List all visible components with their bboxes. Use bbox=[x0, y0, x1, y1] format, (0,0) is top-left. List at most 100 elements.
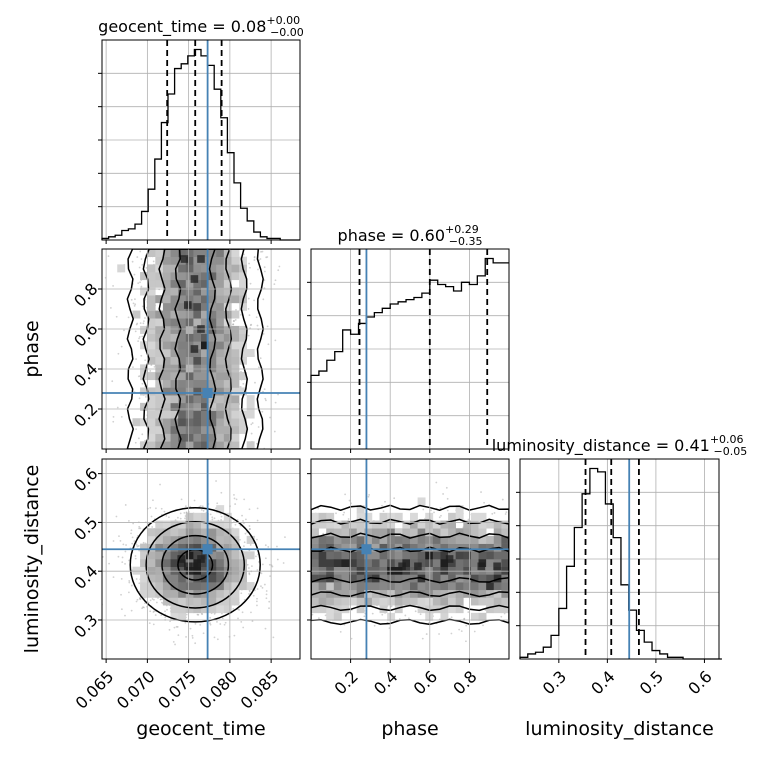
density-cell bbox=[193, 402, 202, 411]
density-cell bbox=[155, 379, 164, 388]
density-cell bbox=[440, 612, 449, 621]
density-cell bbox=[170, 543, 179, 552]
density-cell bbox=[201, 528, 209, 537]
density-cell bbox=[356, 512, 365, 521]
density-cell bbox=[470, 520, 479, 529]
density-cell bbox=[208, 341, 217, 350]
density-cell bbox=[170, 387, 179, 396]
density-cell bbox=[341, 597, 350, 606]
density-cell bbox=[349, 589, 357, 598]
title-lower-error: −0.00 bbox=[270, 26, 304, 39]
density-cell bbox=[425, 597, 434, 606]
density-cell bbox=[208, 356, 217, 365]
density-cell bbox=[231, 349, 240, 357]
density-cell bbox=[239, 349, 247, 357]
density-cell bbox=[470, 543, 479, 552]
density-cell bbox=[155, 256, 164, 265]
density-cell bbox=[379, 559, 388, 567]
density-cell bbox=[493, 605, 502, 614]
density-cell bbox=[432, 520, 441, 529]
density-cell bbox=[140, 559, 148, 567]
density-cell bbox=[147, 272, 156, 281]
density-cell bbox=[379, 566, 388, 575]
density-cell bbox=[140, 418, 148, 427]
density-cell bbox=[193, 528, 202, 537]
density-cell bbox=[193, 318, 202, 327]
density-cell bbox=[501, 543, 509, 552]
density-cell bbox=[147, 566, 156, 575]
density-cell bbox=[178, 574, 187, 583]
density-cell bbox=[178, 310, 187, 319]
x-tick-label: 0.085 bbox=[237, 667, 283, 713]
density-cell bbox=[147, 341, 156, 350]
density-cell bbox=[379, 551, 388, 560]
density-peak bbox=[445, 555, 454, 563]
density-cell bbox=[223, 310, 232, 319]
density-cell bbox=[410, 566, 418, 575]
density-cell bbox=[216, 402, 225, 411]
density-cell bbox=[425, 528, 434, 537]
x-tick-label: 0.6 bbox=[410, 667, 441, 698]
density-cell bbox=[448, 566, 456, 575]
density-cell bbox=[246, 535, 255, 544]
density-cell bbox=[178, 433, 187, 442]
density-cell bbox=[231, 441, 240, 449]
density-cell bbox=[178, 333, 187, 342]
density-cell bbox=[223, 425, 232, 434]
density-cell bbox=[318, 566, 327, 575]
density-cell bbox=[185, 520, 194, 529]
density-cell bbox=[311, 574, 319, 583]
density-cell bbox=[216, 379, 225, 388]
density-cell bbox=[216, 418, 225, 427]
density-cell bbox=[231, 582, 240, 591]
density-cell bbox=[231, 256, 240, 265]
density-cell bbox=[170, 520, 179, 529]
histogram-panel-luminosity-distance bbox=[516, 458, 722, 663]
density-cell bbox=[170, 318, 179, 327]
density-cell bbox=[208, 589, 217, 598]
density-cell bbox=[432, 582, 441, 591]
density-cell bbox=[170, 566, 179, 575]
density-cell bbox=[223, 379, 232, 388]
density-cell bbox=[140, 574, 148, 583]
histogram-step bbox=[519, 467, 722, 660]
density-cell bbox=[155, 387, 164, 396]
density-cell bbox=[147, 287, 156, 296]
density-cell bbox=[455, 605, 464, 614]
density-cell bbox=[410, 535, 418, 544]
density-cell bbox=[216, 318, 225, 327]
density-cell bbox=[216, 505, 225, 514]
y-tick-label: 0.6 bbox=[70, 464, 101, 495]
density-cell bbox=[162, 520, 171, 529]
density-cell bbox=[387, 574, 396, 583]
density-peak bbox=[477, 562, 486, 571]
density-cell bbox=[170, 612, 179, 621]
density-cell bbox=[239, 333, 247, 342]
density-cell bbox=[379, 574, 388, 583]
density-cell bbox=[463, 559, 472, 567]
density-cell bbox=[364, 597, 373, 606]
density-cell bbox=[501, 559, 509, 567]
density-cell bbox=[193, 418, 202, 427]
density-cell bbox=[223, 364, 232, 373]
density-cell bbox=[231, 372, 240, 381]
density-cell bbox=[162, 279, 171, 288]
density-cell bbox=[448, 582, 456, 591]
density-cell bbox=[417, 497, 426, 506]
density-cell bbox=[178, 379, 187, 388]
density-cell bbox=[448, 597, 456, 606]
density-cell bbox=[410, 512, 418, 521]
density-cell bbox=[371, 582, 380, 591]
density-cell bbox=[216, 279, 225, 288]
density-cell bbox=[201, 410, 209, 419]
density-cell bbox=[216, 605, 225, 614]
density-cell bbox=[349, 520, 357, 529]
density-cell bbox=[501, 528, 509, 537]
density-cell bbox=[185, 379, 194, 388]
panel-frame bbox=[101, 248, 301, 450]
density-cell bbox=[341, 543, 350, 552]
density-cell bbox=[178, 287, 187, 296]
density-cell bbox=[201, 341, 209, 350]
density-cell bbox=[162, 349, 171, 357]
density-cell bbox=[216, 535, 225, 544]
